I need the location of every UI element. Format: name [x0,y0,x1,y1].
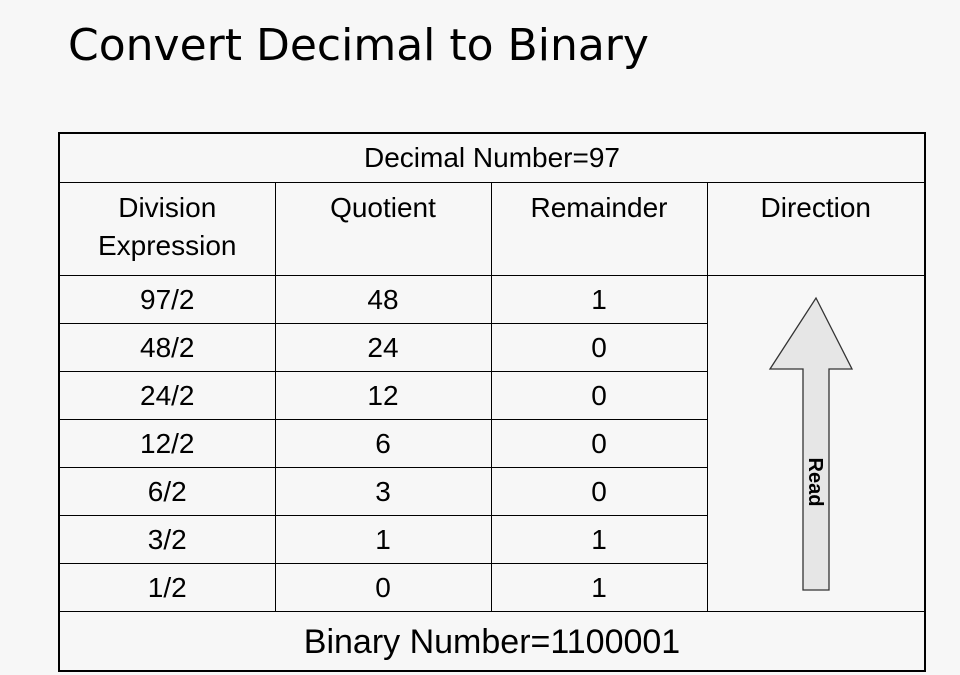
remainder-cell: 0 [490,419,708,468]
remainder-cell: 1 [490,563,708,612]
read-up-arrow-icon: Read [768,296,853,591]
quotient-cell: 24 [274,323,492,372]
remainder-cell: 0 [490,467,708,516]
quotient-cell: 0 [274,563,492,612]
binary-number-result: Binary Number=1100001 [58,611,926,672]
division-expression-cell: 97/2 [58,275,276,324]
arrow-label: Read [804,457,826,506]
quotient-cell: 6 [274,419,492,468]
division-expression-cell: 1/2 [58,563,276,612]
quotient-cell: 12 [274,371,492,420]
quotient-cell: 48 [274,275,492,324]
division-expression-cell: 6/2 [58,467,276,516]
column-header-quotient: Quotient [274,182,492,276]
column-header-row: Division Expression Quotient Remainder D… [58,182,926,276]
column-header-remainder: Remainder [490,182,708,276]
decimal-number-header: Decimal Number=97 [58,132,926,183]
conversion-table: Decimal Number=97 Division Expression Qu… [58,132,926,672]
remainder-cell: 0 [490,323,708,372]
division-expression-cell: 48/2 [58,323,276,372]
quotient-cell: 1 [274,515,492,564]
column-header-division: Division Expression [58,182,276,276]
slide-title: Convert Decimal to Binary [68,20,649,71]
column-header-direction: Direction [706,182,926,276]
table-title-row: Decimal Number=97 [58,132,926,183]
table-footer-row: Binary Number=1100001 [58,611,926,672]
quotient-cell: 3 [274,467,492,516]
direction-cell: Read [706,275,926,612]
arrow-shape [768,296,853,591]
table-row: 97/2 48 1 Read [58,275,926,612]
table-row: 3/2 1 1 [58,515,925,564]
division-expression-cell: 3/2 [58,515,276,564]
table-row: 12/2 6 0 [58,419,925,468]
remainder-cell: 0 [490,371,708,420]
table-row: 1/2 0 1 [58,563,925,612]
division-expression-cell: 12/2 [58,419,276,468]
table-row: 48/2 24 0 [58,323,925,372]
division-expression-cell: 24/2 [58,371,276,420]
remainder-cell: 1 [490,515,708,564]
remainder-cell: 1 [490,275,708,324]
